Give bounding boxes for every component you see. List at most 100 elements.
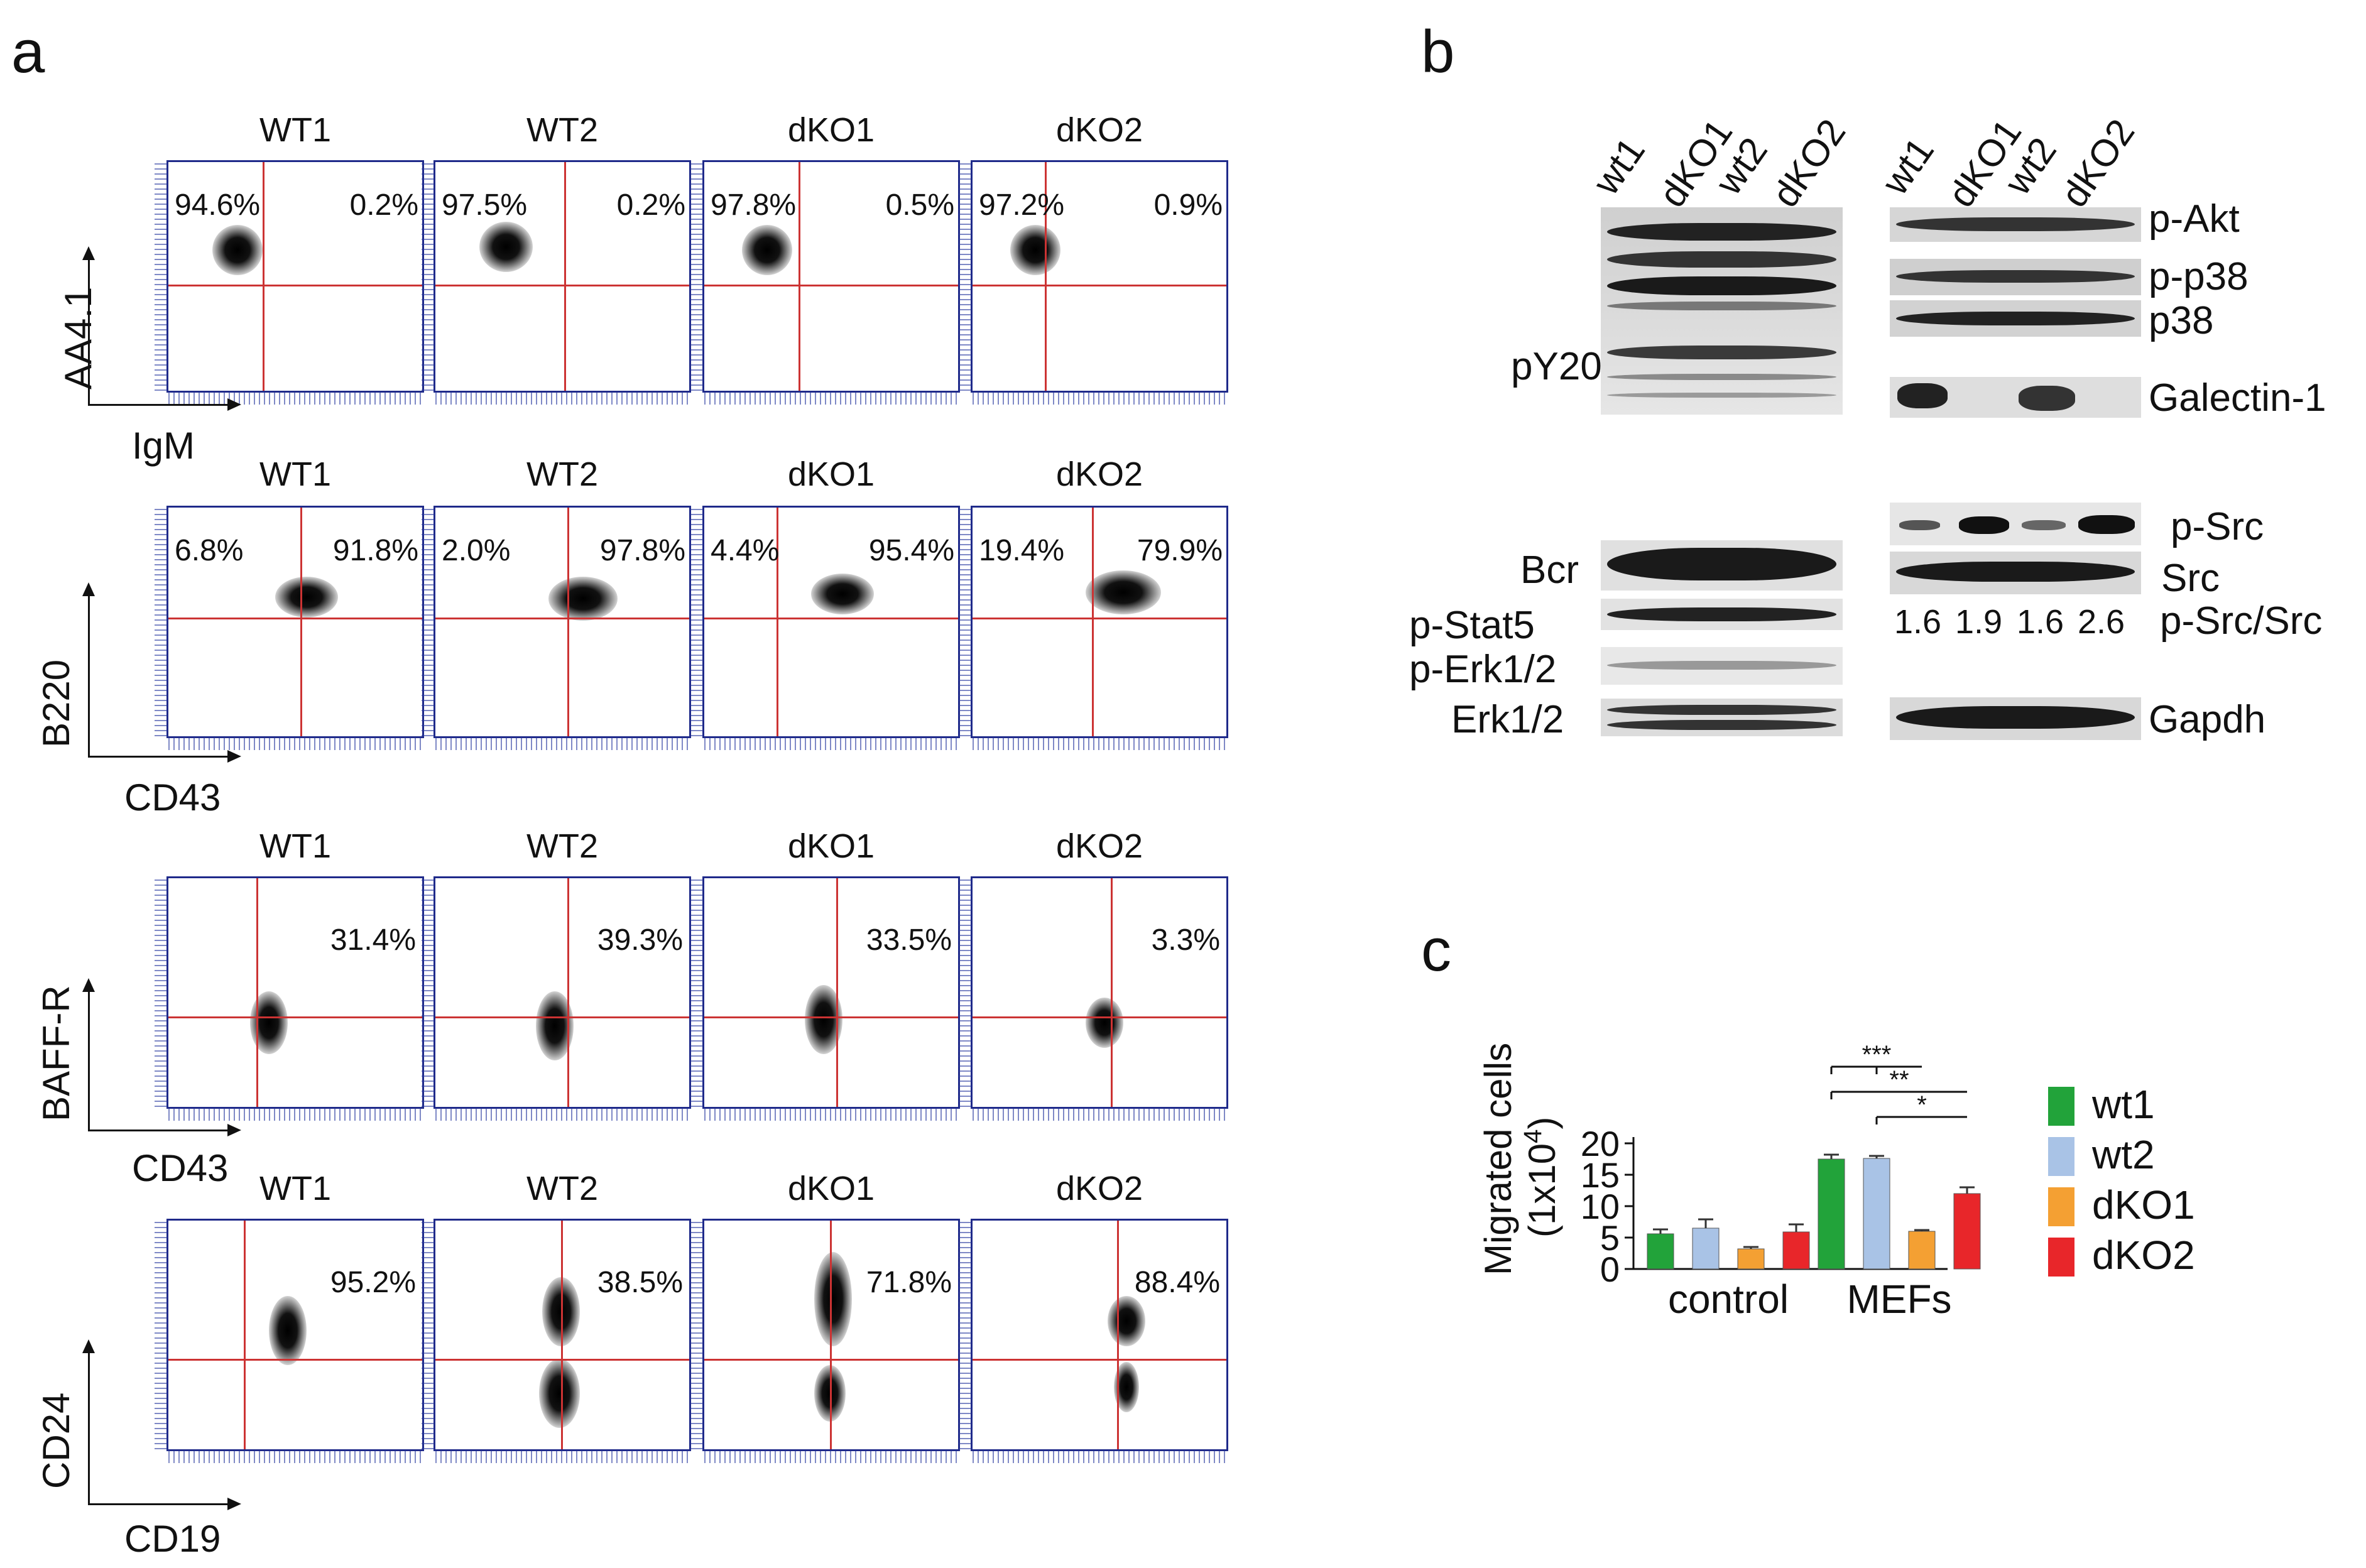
flow-plot: 97.8% 0.5%	[690, 160, 960, 405]
label-galectin1: Galectin-1	[2149, 376, 2326, 420]
flow-plot: 31.4%	[155, 876, 424, 1121]
y-tick-label: 5	[1600, 1218, 1620, 1258]
gate-horizontal	[704, 618, 958, 619]
row4-y-arrow	[88, 1351, 90, 1505]
quadrant-percent-left: 97.5%	[442, 188, 528, 222]
plot-title: WT2	[526, 455, 598, 493]
bar-dKO1-MEFs	[1908, 1231, 1936, 1270]
gate-vertical	[564, 162, 566, 391]
cell-population	[269, 1296, 307, 1365]
quadrant-percent: 31.4%	[330, 923, 416, 957]
quadrant-percent: 3.3%	[1151, 923, 1220, 957]
flow-plot: 97.5% 0.2%	[422, 160, 691, 405]
row2-x-arrow	[88, 756, 229, 758]
plot-title: dKO2	[1055, 111, 1143, 149]
plot-title: WT1	[259, 827, 331, 865]
cell-population	[742, 225, 792, 275]
cell-population	[250, 991, 288, 1054]
cell-population	[548, 577, 618, 621]
gate-horizontal	[973, 285, 1226, 286]
flow-plot: 88.4%	[959, 1219, 1228, 1463]
row2-y-arrowhead	[82, 582, 95, 596]
bar-wt1-control	[1647, 1233, 1674, 1270]
label-bcr: Bcr	[1520, 548, 1579, 592]
quadrant-percent-left: 4.4%	[711, 534, 780, 567]
gate-vertical	[263, 162, 264, 391]
gate-vertical	[1045, 162, 1047, 391]
panel-letter-c: c	[1421, 917, 1451, 984]
flow-plot: 94.6% 0.2%	[155, 160, 424, 405]
cell-population	[1086, 570, 1161, 614]
quadrant-percent-left: 2.0%	[442, 534, 511, 567]
row3-y-arrow	[88, 989, 90, 1131]
label-src: Src	[2161, 557, 2220, 600]
y-tick-label: 20	[1581, 1124, 1620, 1163]
blot-pp38	[1890, 259, 2141, 295]
quadrant-percent: 38.5%	[597, 1266, 683, 1299]
sig-bracket-2-label: **	[1889, 1066, 1909, 1094]
panel-letter-a: a	[11, 18, 45, 85]
blot-erk	[1601, 699, 1843, 736]
cell-population	[814, 1252, 852, 1346]
flow-plot: 95.2%	[155, 1219, 424, 1463]
label-perk: p-Erk1/2	[1409, 648, 1557, 691]
flow-plot: 4.4% 95.4%	[690, 506, 960, 750]
quadrant-percent-right: 79.9%	[1137, 534, 1223, 567]
row4-y-arrowhead	[82, 1339, 95, 1353]
label-gapdh: Gapdh	[2149, 698, 2266, 741]
gate-vertical	[567, 508, 569, 736]
flow-plot: 71.8%	[690, 1219, 960, 1463]
quadrant-percent-left: 19.4%	[979, 534, 1065, 567]
plot-title: WT2	[526, 827, 598, 865]
gate-vertical	[1111, 878, 1113, 1107]
legend-swatch-wt2	[2048, 1137, 2074, 1176]
x-category-label: control	[1668, 1277, 1789, 1322]
y-tick-label: 15	[1581, 1155, 1620, 1195]
lane-label-left-4: dKO2	[1764, 111, 1854, 215]
ratio-4: 2.6	[2078, 603, 2125, 641]
bar-wt2-MEFs	[1863, 1158, 1890, 1270]
gate-horizontal	[168, 618, 422, 619]
gate-vertical	[300, 508, 302, 736]
row1-x-arrow	[88, 404, 229, 406]
blot-src	[1890, 552, 2141, 594]
plot-title: dKO2	[1055, 1170, 1143, 1207]
blot-bcr	[1601, 540, 1843, 591]
quadrant-percent: 95.2%	[330, 1266, 416, 1299]
gate-horizontal	[168, 285, 422, 286]
lane-label-right-4: dKO2	[2053, 111, 2143, 215]
label-pakt: p-Akt	[2149, 197, 2240, 241]
label-py20: pY20	[1511, 345, 1602, 388]
row4-x-arrowhead	[227, 1498, 241, 1510]
quadrant-percent-left: 6.8%	[175, 534, 244, 567]
plot-title: dKO1	[787, 1170, 875, 1207]
gate-horizontal	[704, 285, 958, 286]
bar-dKO1-control	[1737, 1248, 1765, 1270]
blot-py20	[1601, 207, 1843, 415]
gate-vertical	[256, 878, 258, 1107]
gate-vertical	[799, 162, 800, 391]
lane-label-right-1: wt1	[1873, 129, 1943, 202]
legend-swatch-dKO1	[2048, 1187, 2074, 1226]
blot-psrc	[1890, 503, 2141, 545]
flow-plot: 6.8% 91.8%	[155, 506, 424, 750]
gate-vertical	[777, 508, 778, 736]
ratio-1: 1.6	[1894, 603, 1942, 641]
gate-vertical	[830, 1221, 832, 1449]
y-axis-label-line1: Migrated cells	[1477, 1043, 1519, 1275]
gate-horizontal	[435, 618, 689, 619]
blot-pakt	[1890, 207, 2141, 242]
quadrant-percent-left: 97.2%	[979, 188, 1065, 222]
quadrant-percent-right: 0.2%	[616, 188, 685, 222]
quadrant-percent: 88.4%	[1134, 1266, 1220, 1299]
gate-vertical	[561, 1221, 563, 1449]
quadrant-percent: 39.3%	[597, 923, 683, 957]
plot-title: WT1	[259, 111, 331, 149]
plot-title: dKO2	[1055, 827, 1143, 865]
flow-plot: 33.5%	[690, 876, 960, 1121]
quadrant-percent-right: 97.8%	[599, 534, 685, 567]
cell-population	[275, 577, 338, 618]
blot-pstat5	[1601, 599, 1843, 630]
quadrant-percent-left: 97.8%	[711, 188, 797, 222]
